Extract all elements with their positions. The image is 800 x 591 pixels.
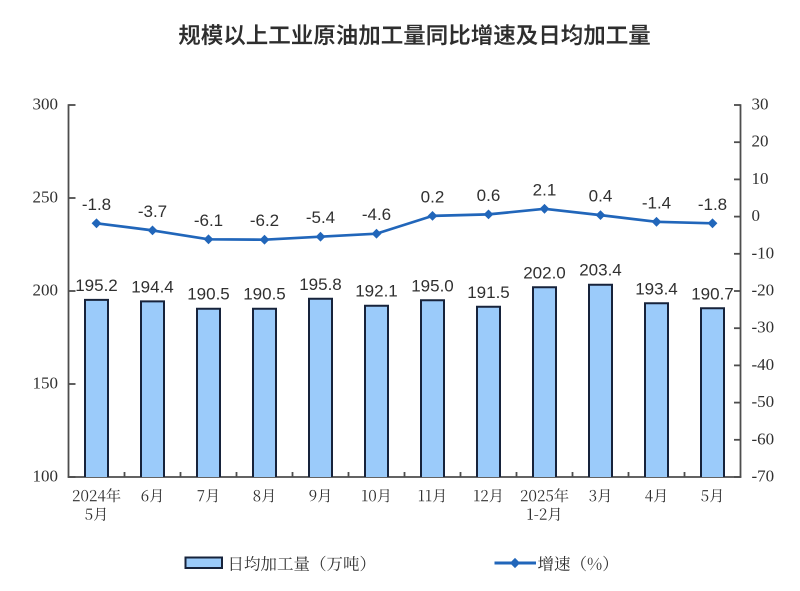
svg-text:-1.8: -1.8 xyxy=(82,195,111,214)
svg-text:-1.8: -1.8 xyxy=(698,195,727,214)
svg-text:203.4: 203.4 xyxy=(579,261,622,280)
svg-text:250: 250 xyxy=(33,188,59,207)
svg-text:190.5: 190.5 xyxy=(243,285,286,304)
svg-text:-4.6: -4.6 xyxy=(362,205,391,224)
svg-text:195.2: 195.2 xyxy=(75,276,118,295)
svg-text:-6.2: -6.2 xyxy=(250,211,279,230)
svg-text:-30: -30 xyxy=(752,318,775,337)
svg-text:-3.7: -3.7 xyxy=(138,202,167,221)
svg-text:-6.1: -6.1 xyxy=(194,211,223,230)
svg-text:150: 150 xyxy=(33,374,59,393)
svg-text:-40: -40 xyxy=(752,355,775,374)
svg-text:192.1: 192.1 xyxy=(355,282,398,301)
svg-text:-70: -70 xyxy=(752,467,775,486)
svg-text:-10: -10 xyxy=(752,243,775,262)
svg-text:-20: -20 xyxy=(752,281,775,300)
svg-text:100: 100 xyxy=(33,467,59,486)
svg-text:200: 200 xyxy=(33,281,59,300)
svg-text:0: 0 xyxy=(752,206,761,225)
svg-text:-5.4: -5.4 xyxy=(306,208,335,227)
svg-text:0.2: 0.2 xyxy=(421,187,445,206)
svg-text:-1.4: -1.4 xyxy=(642,193,671,212)
svg-text:-50: -50 xyxy=(752,392,775,411)
svg-text:190.7: 190.7 xyxy=(691,284,734,303)
svg-text:2.1: 2.1 xyxy=(533,180,557,199)
svg-text:195.0: 195.0 xyxy=(411,276,454,295)
svg-text:190.5: 190.5 xyxy=(187,285,230,304)
svg-text:191.5: 191.5 xyxy=(467,283,510,302)
svg-text:0.6: 0.6 xyxy=(477,186,501,205)
svg-text:20: 20 xyxy=(752,132,769,151)
svg-text:10: 10 xyxy=(752,169,769,188)
svg-text:0.4: 0.4 xyxy=(589,187,613,206)
svg-text:300: 300 xyxy=(33,95,59,114)
svg-text:194.4: 194.4 xyxy=(131,277,174,296)
svg-text:-60: -60 xyxy=(752,429,775,448)
svg-text:202.0: 202.0 xyxy=(523,263,566,282)
svg-text:195.8: 195.8 xyxy=(299,275,342,294)
svg-text:30: 30 xyxy=(752,95,769,114)
svg-text:193.4: 193.4 xyxy=(635,279,678,298)
